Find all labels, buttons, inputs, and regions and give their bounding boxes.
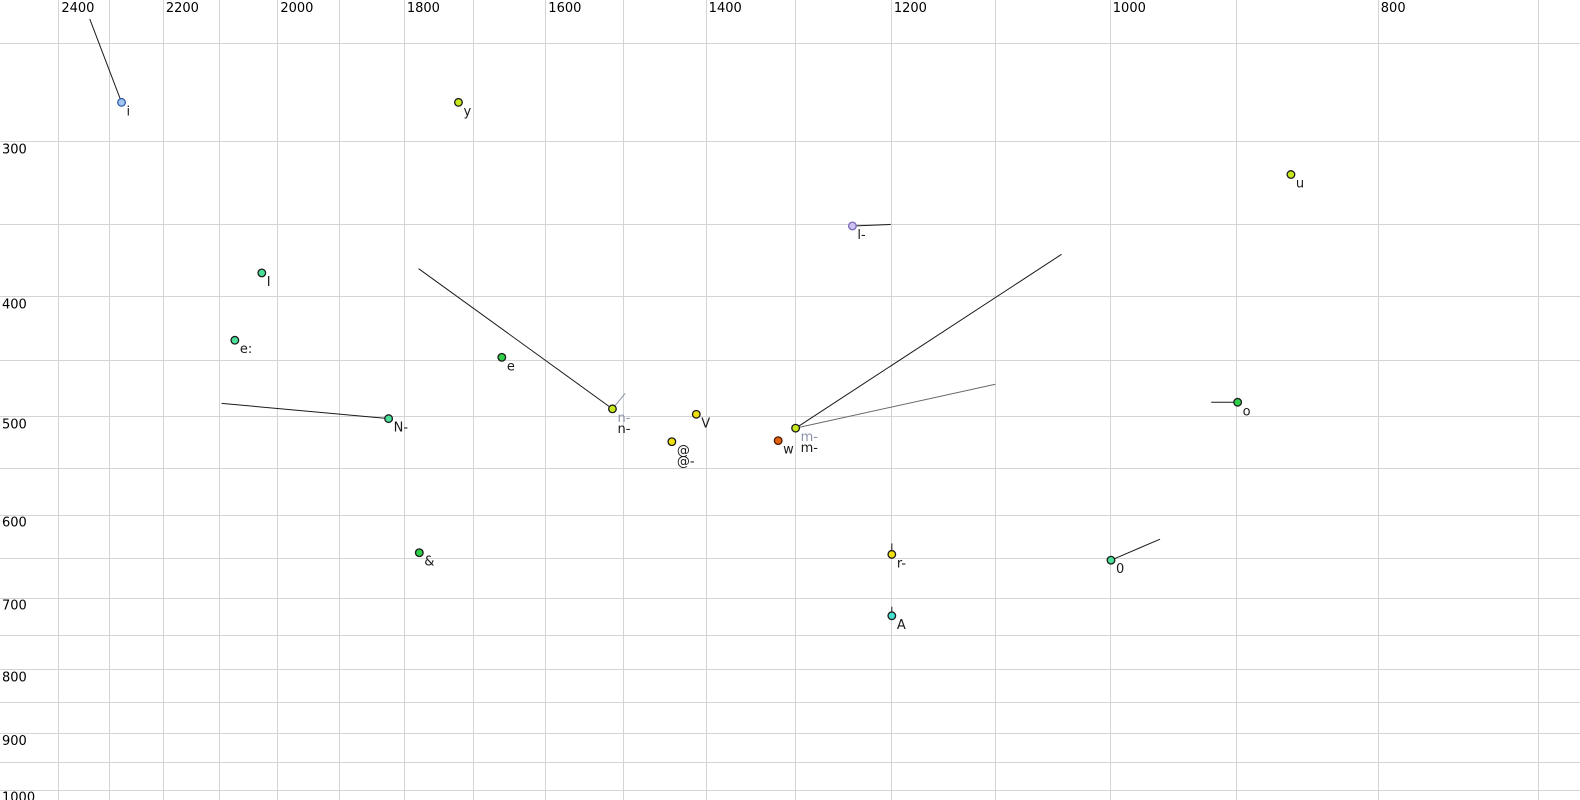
vowel-point-e bbox=[497, 352, 507, 362]
vowel-label-@-: @- bbox=[677, 455, 695, 470]
point-labels-layer: i y u l- Ie: e n-n- N- V @@- w m-m- & r- A 0 o bbox=[127, 104, 1305, 632]
x-axis-tick-label: 1800 bbox=[407, 1, 440, 16]
trajectory-line-l- bbox=[852, 223, 891, 227]
trajectory-line-i bbox=[89, 18, 122, 103]
vowel-point-@ bbox=[667, 437, 677, 447]
vowel-label-o: o bbox=[1243, 404, 1251, 419]
x-axis-tick-label: 2000 bbox=[280, 1, 313, 16]
axis-labels-layer: 2400 2200 2000 1800 1600 1400 1200 1000 800 300 40… bbox=[2, 1, 1406, 800]
vowel-label-w: w bbox=[783, 443, 794, 458]
vowel-label-u: u bbox=[1296, 176, 1304, 191]
vowel-ghost-label-n-: n- bbox=[617, 411, 630, 426]
vowel-point-y bbox=[454, 97, 463, 107]
trajectory-line-m- bbox=[795, 383, 996, 429]
trajectory-line-m- bbox=[795, 253, 1062, 429]
vowel-ghost-label-m-: m- bbox=[801, 430, 819, 445]
vowel-label-l-: l- bbox=[857, 228, 866, 243]
x-axis-tick-label: 1400 bbox=[709, 1, 742, 16]
y-axis-tick-label: 800 bbox=[2, 670, 27, 685]
vowel-label-e:: e: bbox=[240, 342, 252, 357]
vowel-label-N-: N- bbox=[394, 421, 409, 436]
vowel-label-I: I bbox=[267, 275, 271, 290]
vowel-point-A bbox=[887, 611, 897, 621]
vowel-point-m- bbox=[791, 423, 801, 433]
x-axis-tick-label: 1200 bbox=[894, 1, 927, 16]
x-axis-tick-label: 800 bbox=[1381, 1, 1406, 16]
vowel-label-A: A bbox=[897, 618, 906, 633]
vowel-point-V bbox=[691, 409, 701, 419]
vowel-point-N- bbox=[384, 414, 394, 424]
vowel-label-r-: r- bbox=[897, 556, 907, 571]
vowel-point-l- bbox=[847, 221, 857, 231]
vowel-point-r- bbox=[887, 549, 897, 559]
vowel-point-i bbox=[117, 97, 126, 107]
vowel-point-o bbox=[1233, 397, 1243, 407]
points-layer bbox=[117, 97, 1296, 621]
y-axis-tick-label: 900 bbox=[2, 734, 27, 749]
vowel-label-@: @ bbox=[677, 444, 690, 459]
trajectory-layer bbox=[89, 18, 1238, 616]
vowel-point-w bbox=[773, 436, 783, 446]
x-axis-tick-label: 1600 bbox=[548, 1, 581, 16]
trajectory-line-0 bbox=[1110, 538, 1161, 561]
y-axis-tick-label: 500 bbox=[2, 417, 27, 432]
vowel-label-n-: n- bbox=[617, 422, 630, 437]
x-axis-tick-label: 2400 bbox=[61, 1, 94, 16]
y-axis-tick-label: 300 bbox=[2, 142, 27, 157]
vowel-label-i: i bbox=[127, 104, 131, 119]
vowel-point-0 bbox=[1106, 555, 1116, 565]
vowel-point-u bbox=[1286, 170, 1296, 179]
vowel-label-m-: m- bbox=[801, 441, 819, 456]
vowel-point-I bbox=[257, 268, 267, 278]
y-axis-tick-label: 600 bbox=[2, 516, 27, 531]
vowel-label-e: e bbox=[507, 359, 515, 374]
y-axis-tick-label: 700 bbox=[2, 599, 27, 614]
vowel-point-e: bbox=[230, 335, 240, 345]
vowel-point-& bbox=[414, 548, 424, 558]
y-axis-tick-label: 400 bbox=[2, 297, 27, 312]
y-axis-tick-label: 1000 bbox=[2, 791, 35, 800]
x-axis-tick-label: 2200 bbox=[166, 1, 199, 16]
vowel-label-&: & bbox=[424, 555, 434, 570]
vowel-label-0: 0 bbox=[1116, 562, 1124, 577]
vowel-point-n- bbox=[608, 404, 617, 414]
trajectory-line-n- bbox=[418, 268, 613, 410]
vowel-label-y: y bbox=[463, 104, 471, 119]
trajectory-line-N- bbox=[221, 402, 389, 420]
x-axis-tick-label: 1000 bbox=[1113, 1, 1146, 16]
vowel-label-V: V bbox=[701, 416, 710, 431]
